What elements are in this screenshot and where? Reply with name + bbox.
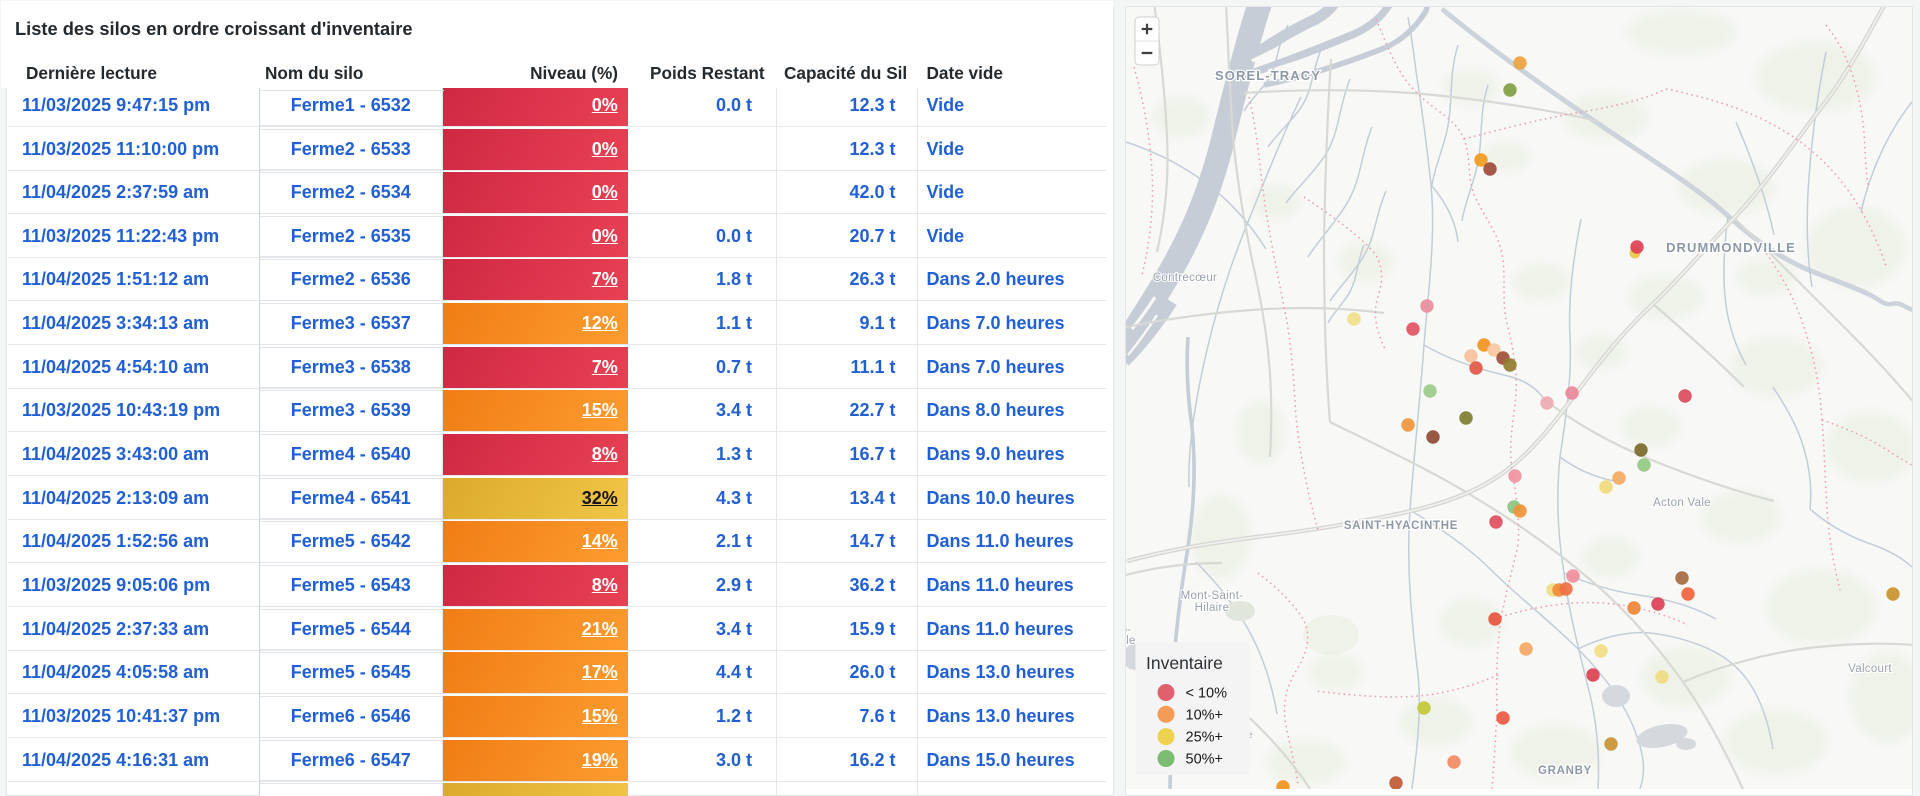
svg-text:Valcourt: Valcourt (1848, 663, 1892, 675)
svg-text:Hilaire: Hilaire (1195, 602, 1230, 614)
svg-text:Acton Vale: Acton Vale (1653, 497, 1711, 509)
svg-text:e: e (1126, 556, 1127, 568)
svg-text:10%+: 10%+ (1186, 707, 1224, 723)
svg-text:Contrecœur: Contrecœur (1153, 272, 1217, 284)
svg-text:Inventaire: Inventaire (1146, 653, 1223, 673)
svg-text:25%+: 25%+ (1186, 730, 1224, 746)
svg-text:Mont-Saint-: Mont-Saint- (1181, 590, 1244, 602)
svg-text:< 10%: < 10% (1186, 686, 1228, 702)
svg-text:SOREL-TRACY: SOREL-TRACY (1215, 68, 1321, 83)
svg-text:50%+: 50%+ (1186, 752, 1224, 768)
svg-text:ille: ille (1126, 635, 1136, 647)
svg-text:o-: o- (1126, 624, 1131, 636)
svg-text:GRANBY: GRANBY (1538, 765, 1592, 777)
svg-text:DRUMMONDVILLE: DRUMMONDVILLE (1666, 240, 1796, 255)
svg-text:SAINT-HYACINTHE: SAINT-HYACINTHE (1344, 520, 1458, 532)
svg-text:e: e (1247, 730, 1253, 741)
